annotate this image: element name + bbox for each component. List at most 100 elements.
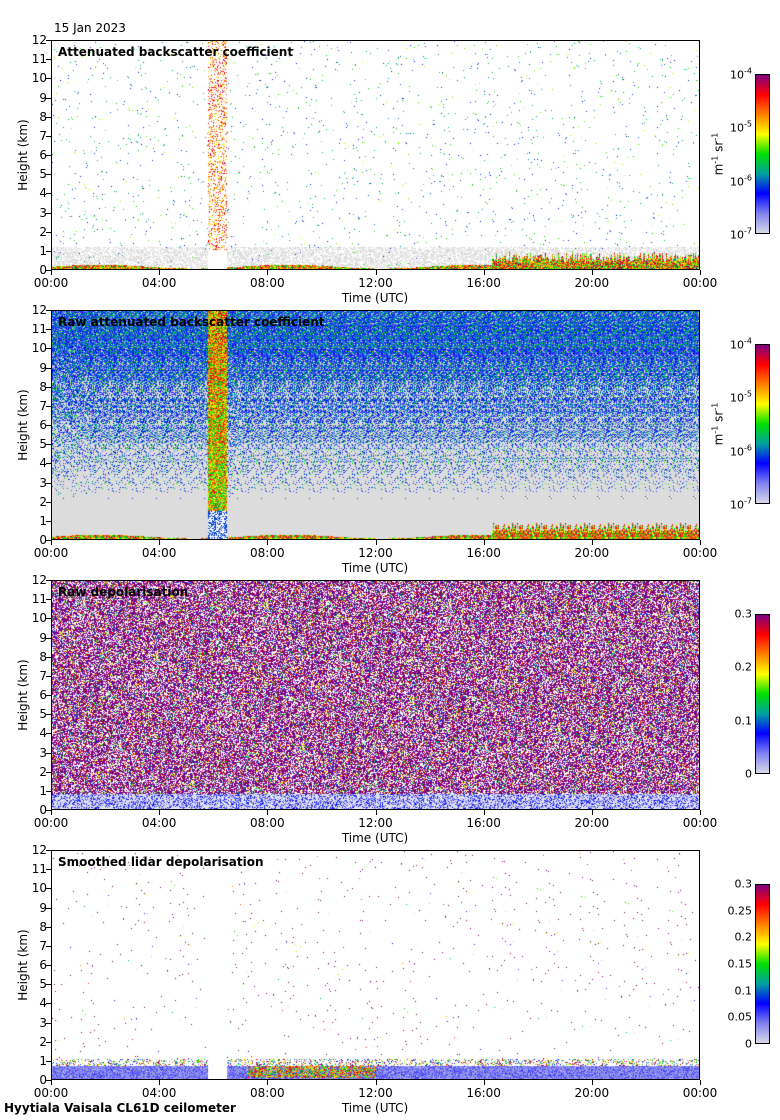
x-tick: [700, 270, 701, 275]
y-tick: [46, 1080, 51, 1081]
x-tick-label: 00:00: [682, 276, 718, 290]
x-tick: [700, 810, 701, 815]
x-tick: [483, 270, 485, 275]
x-tick: [159, 810, 161, 815]
y-tick: [46, 540, 51, 541]
colorbar-tick: 0.1: [734, 714, 753, 728]
y-tick: [46, 155, 51, 156]
colorbar: [755, 74, 770, 234]
y-axis-label: Height (km): [16, 659, 30, 731]
x-tick-label: 00:00: [682, 816, 718, 830]
y-tick: [46, 869, 51, 871]
y-tick: [46, 501, 51, 503]
colorbar-tick: 0.2: [734, 660, 753, 674]
colorbar-tick: 0.05: [727, 1010, 753, 1024]
colorbar-tick: 0: [745, 1037, 752, 1051]
y-tick-label: 11: [31, 52, 47, 67]
y-tick-label: 6: [39, 148, 47, 162]
y-tick: [46, 78, 51, 80]
y-tick-label: 2: [39, 1034, 47, 1049]
colorbar-tick: 0.2: [734, 930, 753, 944]
x-tick: [267, 540, 269, 545]
x-axis-label: Time (UTC): [341, 1101, 409, 1115]
y-tick-label: 5: [39, 977, 47, 992]
x-tick: [267, 270, 269, 275]
y-tick-label: 11: [31, 862, 47, 877]
y-tick-label: 10: [31, 881, 47, 896]
y-tick: [46, 310, 51, 311]
x-tick: [51, 1080, 52, 1085]
x-tick-label: 04:00: [141, 276, 177, 290]
y-axis-label: Height (km): [16, 119, 30, 191]
x-tick: [375, 810, 377, 815]
colorbar-tick: 10-6: [730, 443, 752, 458]
x-tick-label: 20:00: [574, 1086, 610, 1100]
y-axis-label: Height (km): [16, 929, 30, 1001]
y-tick: [46, 231, 51, 233]
y-tick: [46, 520, 51, 522]
colorbar-tick: 0.1: [734, 984, 753, 998]
heatmap: [52, 851, 699, 1079]
x-tick-label: 00:00: [33, 276, 69, 290]
x-tick: [267, 810, 269, 815]
y-tick-label: 1: [39, 513, 47, 528]
colorbar-tick: 0.3: [734, 607, 753, 621]
y-axis-label: Height (km): [16, 389, 30, 461]
y-tick-label: 0: [39, 803, 47, 817]
y-tick: [46, 733, 51, 735]
x-tick-label: 12:00: [358, 546, 393, 560]
y-tick: [46, 695, 51, 696]
x-tick: [51, 810, 52, 815]
y-tick: [46, 425, 51, 426]
y-tick-label: 2: [39, 224, 47, 239]
y-tick-label: 11: [31, 592, 47, 607]
y-tick: [46, 984, 51, 986]
x-tick-label: 16:00: [466, 816, 501, 830]
x-tick: [51, 540, 52, 545]
y-tick: [46, 405, 51, 407]
colorbar-tick: 0.25: [727, 904, 753, 918]
x-tick: [159, 540, 161, 545]
x-tick-label: 12:00: [358, 276, 393, 290]
y-tick-label: 0: [39, 1073, 47, 1087]
y-tick-label: 5: [39, 167, 47, 182]
y-tick: [46, 656, 51, 658]
y-tick-label: 8: [39, 649, 47, 664]
y-tick: [46, 618, 51, 620]
x-tick: [591, 1080, 593, 1085]
panel-3: Raw depolarisation 0 1 2 3 4 5 6 7 8 9 10 11 12 00:00 0…: [0, 573, 780, 850]
colorbar: [755, 344, 770, 504]
x-tick-label: 08:00: [250, 1086, 285, 1100]
y-tick: [46, 1003, 51, 1005]
y-tick: [46, 926, 51, 928]
colorbar-tick: 10-4: [730, 66, 752, 82]
y-tick: [46, 675, 51, 677]
x-tick-label: 00:00: [682, 1086, 718, 1100]
y-tick-label: 9: [39, 900, 47, 915]
y-tick-label: 12: [31, 573, 47, 587]
y-tick: [46, 790, 51, 792]
y-tick: [46, 907, 51, 909]
heatmap: [52, 581, 699, 809]
date-label: 15 Jan 2023: [54, 21, 126, 35]
y-tick-label: 7: [39, 128, 47, 143]
y-tick-label: 8: [39, 919, 47, 934]
panel-1: Attenuated backscatter coefficient 0 1 2 3 4 5…: [0, 33, 780, 310]
panel-title: Raw depolarisation: [58, 585, 189, 599]
y-tick-label: 4: [39, 726, 47, 741]
y-tick: [46, 116, 51, 118]
y-tick-label: 1: [39, 783, 47, 798]
y-tick-label: 3: [39, 205, 47, 220]
y-tick: [46, 771, 51, 773]
x-tick: [700, 1080, 701, 1085]
x-tick: [159, 1080, 161, 1085]
colorbar-tick: 0.15: [727, 957, 753, 971]
y-tick: [46, 752, 51, 754]
x-tick-label: 16:00: [466, 276, 501, 290]
x-tick: [375, 1080, 377, 1085]
y-tick-label: 9: [39, 360, 47, 375]
x-tick-label: 08:00: [250, 816, 285, 830]
y-tick: [46, 59, 51, 61]
x-tick-label: 08:00: [250, 546, 285, 560]
x-tick: [267, 1080, 269, 1085]
